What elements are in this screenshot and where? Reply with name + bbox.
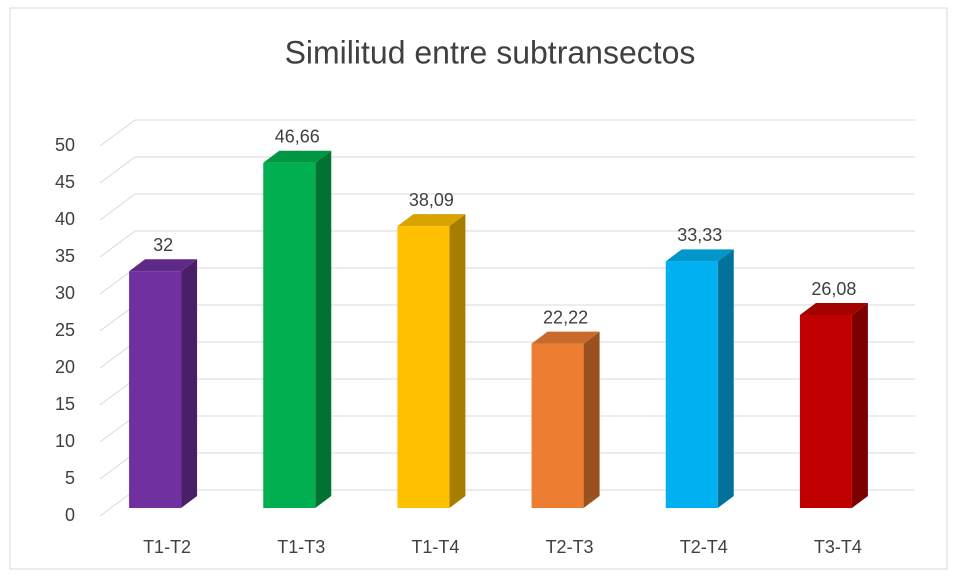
bar-top (665, 249, 734, 262)
y-tick-label: 20 (55, 357, 75, 377)
x-tick-label: T1-T2 (143, 537, 191, 557)
y-tick-label: 50 (55, 135, 75, 155)
x-tick-label: T2-T4 (680, 537, 728, 557)
y-tick-label: 5 (65, 468, 75, 488)
y-tick-label: 15 (55, 394, 75, 414)
bar-side (181, 259, 198, 508)
chart-title: Similitud entre subtransectos (285, 34, 696, 70)
y-tick-label: 10 (55, 431, 75, 451)
bar (799, 315, 852, 508)
bar-side (583, 331, 600, 508)
y-tick-label: 45 (55, 172, 75, 192)
bar (397, 226, 450, 508)
y-tick-label: 35 (55, 246, 75, 266)
bar (531, 343, 584, 508)
bar-side (315, 150, 332, 508)
data-label: 46,66 (275, 126, 320, 146)
data-label: 32 (153, 235, 173, 255)
bar (665, 261, 718, 508)
bar-top (799, 303, 868, 316)
grid-line (99, 156, 915, 184)
bar-side (851, 303, 868, 508)
x-tick-label: T3-T4 (814, 537, 862, 557)
data-label: 22,22 (543, 307, 588, 327)
data-label: 26,08 (811, 279, 856, 299)
bar (263, 162, 316, 508)
x-tick-label: T1-T3 (277, 537, 325, 557)
y-tick-label: 0 (65, 505, 75, 525)
data-label: 33,33 (677, 225, 722, 245)
data-label: 38,09 (409, 190, 454, 210)
y-tick-label: 30 (55, 283, 75, 303)
x-tick-label: T1-T4 (411, 537, 459, 557)
y-tick-label: 25 (55, 320, 75, 340)
bar-top (397, 214, 466, 227)
bar-side (449, 214, 466, 508)
bar-top (129, 259, 198, 272)
bar-top (263, 150, 332, 163)
bar-top (531, 331, 600, 344)
x-tick-label: T2-T3 (546, 537, 594, 557)
y-tick-label: 40 (55, 209, 75, 229)
grid-line (99, 193, 915, 221)
grid-line (99, 230, 915, 258)
grid-line (99, 119, 915, 147)
bar (129, 271, 182, 508)
bar-side (717, 249, 734, 508)
